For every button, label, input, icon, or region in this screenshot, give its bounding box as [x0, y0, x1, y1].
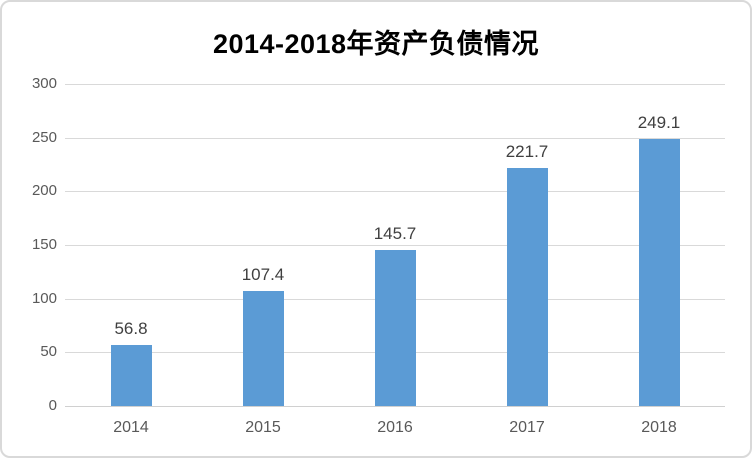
- x-axis-tick-label: 2017: [509, 419, 545, 436]
- y-axis-tick-label: 100: [31, 290, 57, 307]
- bar-value-label: 221.7: [505, 142, 549, 161]
- x-axis-tick-label: 2016: [377, 419, 413, 436]
- bar-value-label: 249.1: [637, 113, 681, 132]
- gridline: [65, 406, 725, 407]
- bar-2014: [111, 345, 152, 406]
- y-axis-tick-label: 250: [31, 129, 57, 146]
- bar-value-label: 145.7: [373, 224, 417, 243]
- gridline: [65, 138, 725, 139]
- x-axis-tick-label: 2014: [113, 419, 149, 436]
- y-axis-tick-label: 300: [31, 75, 57, 92]
- gridline: [65, 191, 725, 192]
- y-axis-tick-label: 50: [40, 343, 57, 360]
- x-axis-tick-label: 2018: [641, 419, 677, 436]
- bar-value-label: 56.8: [114, 319, 148, 338]
- chart-title: 2014-2018年资产负债情况: [212, 29, 540, 59]
- y-axis-tick-label: 150: [31, 236, 57, 253]
- x-axis-tick-label: 2015: [245, 419, 281, 436]
- bar-2016: [375, 250, 416, 406]
- gridline: [65, 245, 725, 246]
- gridline: [65, 84, 725, 85]
- bar-value-label: 107.4: [241, 265, 285, 284]
- y-axis-tick-label: 0: [48, 397, 57, 414]
- bar-2018: [639, 139, 680, 406]
- bar-2015: [243, 291, 284, 406]
- bar-2017: [507, 168, 548, 406]
- y-axis-tick-label: 200: [31, 182, 57, 199]
